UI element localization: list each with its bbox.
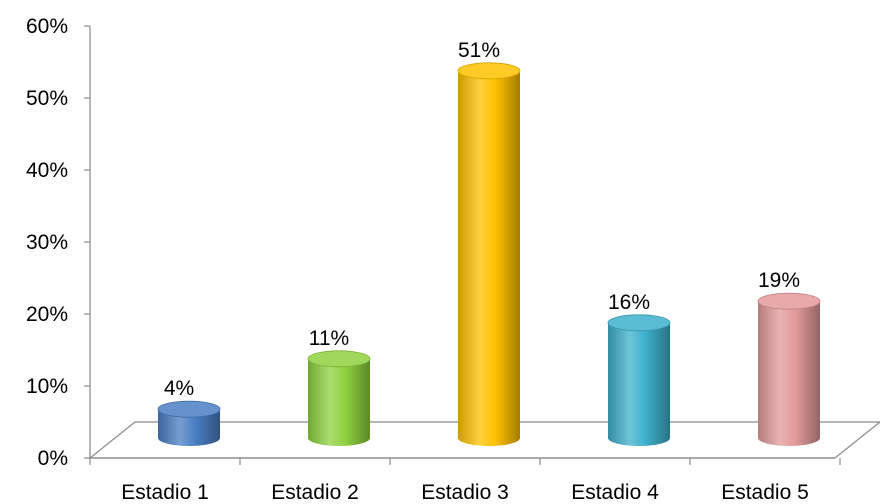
y-tick-label: 40% [26,159,68,182]
bar-top [757,292,821,310]
x-category-label: Estadio 4 [571,481,659,504]
bar-top [457,62,521,80]
bar [157,400,221,446]
bar [757,292,821,446]
bar-body [608,322,670,446]
x-category-label: Estadio 3 [421,481,509,504]
bar-body [158,409,220,446]
y-tick-label: 0% [38,447,68,470]
bar-top [607,314,671,332]
bar [457,62,521,447]
x-category-label: Estadio 5 [721,481,809,504]
y-tick-label: 10% [26,375,68,398]
y-tick-label: 50% [26,87,68,110]
bar-top [157,400,221,418]
bar-top [307,350,371,368]
data-label: 16% [608,291,650,314]
x-axis-ticks: Estadio 1 Estadio 2 Estadio 3 Estadio 4 Esta… [89,458,841,504]
data-label: 11% [309,327,349,350]
bar-body [308,358,370,446]
bar [607,314,671,446]
y-tick-label: 20% [26,303,68,326]
data-labels: 4% 11% 51% 16% 19% [164,39,800,400]
y-axis-ticks: 0% 10% 20% 30% 40% 50% 60% [26,15,90,470]
bar-series [157,62,821,447]
y-tick-label: 30% [26,231,68,254]
x-category-label: Estadio 2 [271,481,359,504]
data-label: 19% [758,269,800,292]
data-label: 51% [458,39,500,62]
x-category-label: Estadio 1 [121,481,209,504]
bar [307,350,371,446]
data-label: 4% [164,377,194,400]
bar-body [758,301,820,446]
y-tick-label: 60% [26,15,68,38]
bar-body [458,70,520,447]
